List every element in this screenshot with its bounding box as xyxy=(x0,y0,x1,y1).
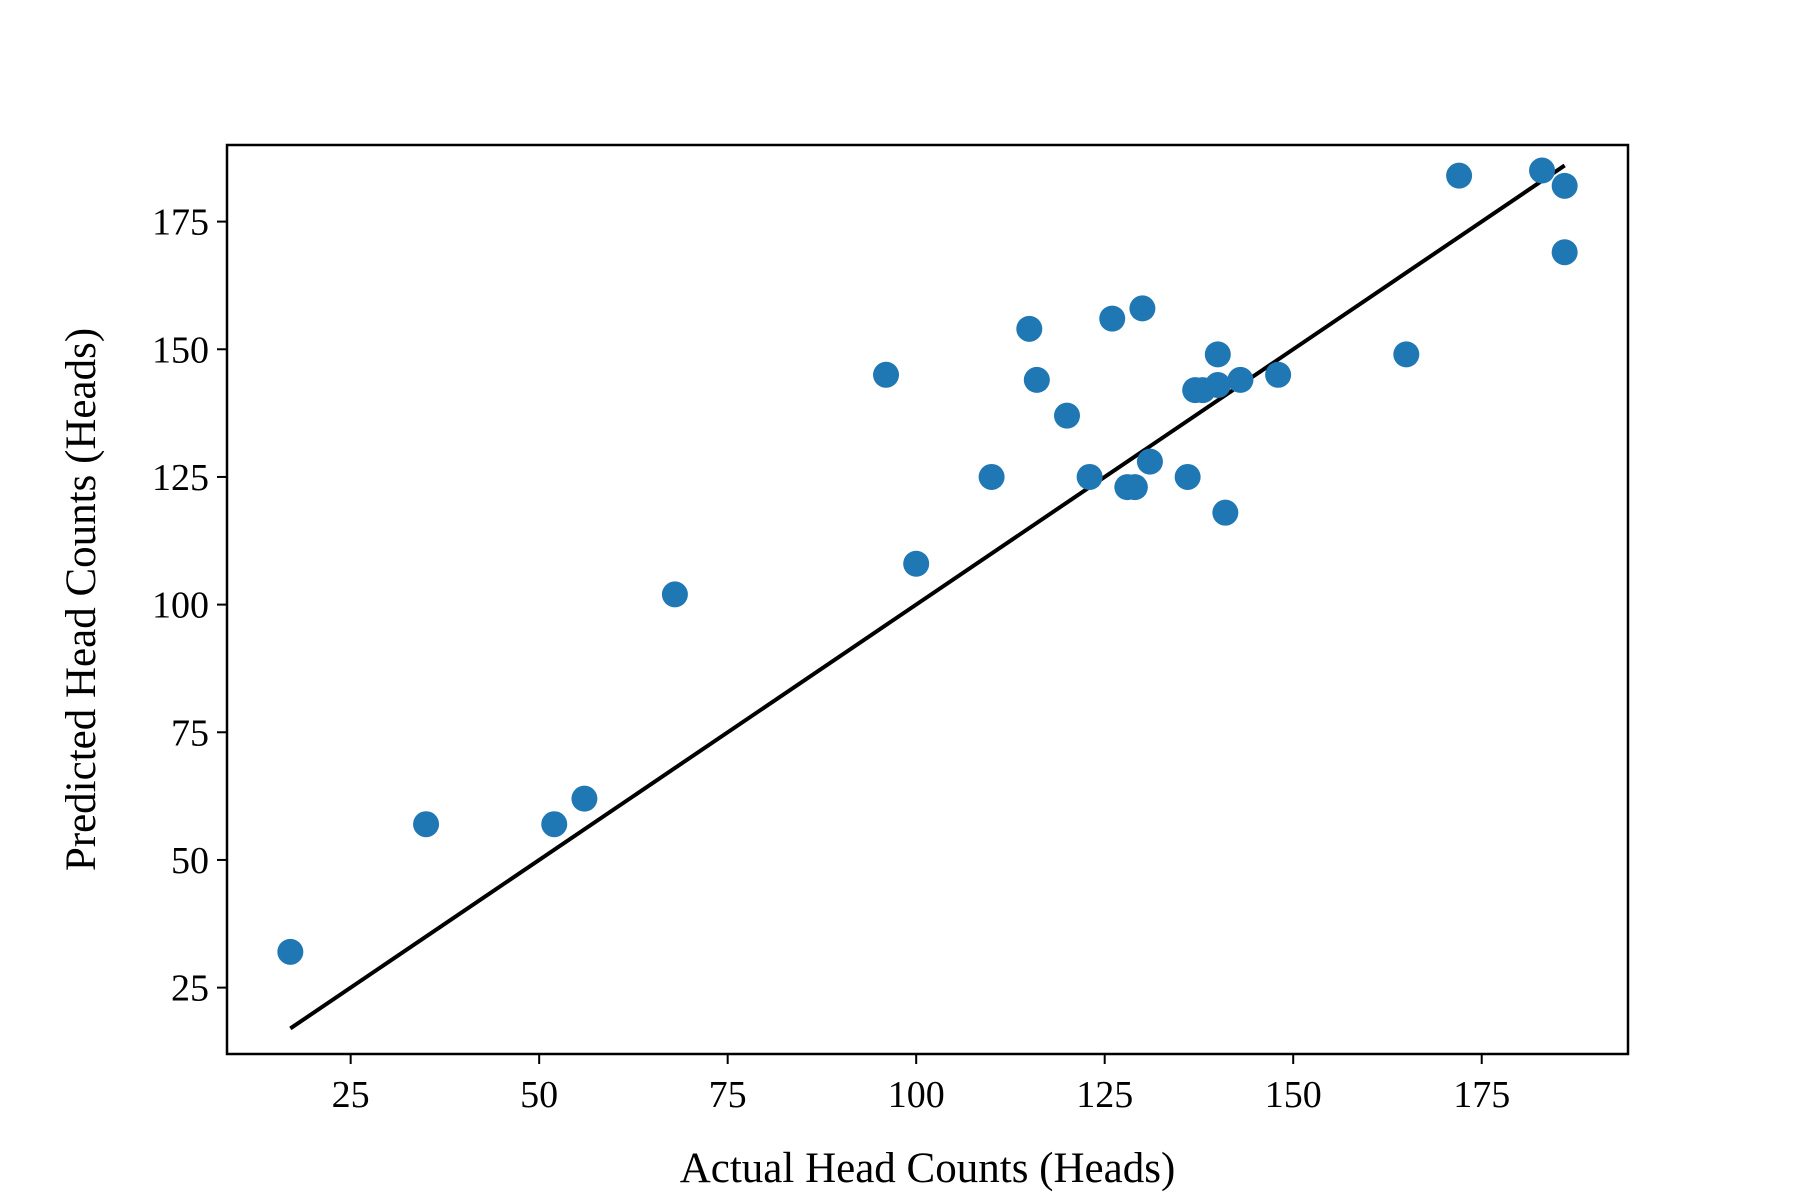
scatter-point xyxy=(1129,295,1156,322)
scatter-point xyxy=(1174,463,1201,490)
x-tick-label: 175 xyxy=(1453,1074,1510,1116)
scatter-point xyxy=(873,361,900,388)
y-tick-label: 50 xyxy=(171,840,209,882)
scatter-point xyxy=(978,463,1005,490)
plot-frame xyxy=(225,143,1630,1056)
scatter-point xyxy=(571,785,598,812)
y-tick-label: 75 xyxy=(171,712,209,754)
scatter-point xyxy=(1446,162,1473,189)
plot-marks xyxy=(277,157,1578,1031)
scatter-point xyxy=(1016,315,1043,342)
scatter-point xyxy=(1265,361,1292,388)
scatter-point xyxy=(1076,463,1103,490)
x-tick-label: 25 xyxy=(332,1074,370,1116)
scatter-point xyxy=(1227,366,1254,393)
scatter-point xyxy=(1212,499,1239,526)
x-tick-label: 75 xyxy=(709,1074,747,1116)
y-tick-label: 25 xyxy=(171,968,209,1010)
scatter-point xyxy=(1053,402,1080,429)
scatter-point xyxy=(903,550,930,577)
scatter-point xyxy=(541,811,568,838)
scatter-point xyxy=(1204,341,1231,368)
x-axis-label: Actual Head Counts (Heads) xyxy=(680,1145,1176,1192)
scatter-point xyxy=(1121,474,1148,501)
scatter-point xyxy=(277,938,304,965)
scatter-point xyxy=(1529,157,1556,184)
x-tick-label: 125 xyxy=(1076,1074,1133,1116)
scatter-point xyxy=(1023,366,1050,393)
y-tick-label: 175 xyxy=(152,202,209,244)
scatter-point xyxy=(1551,239,1578,266)
scatter-point xyxy=(1136,448,1163,475)
y-tick-label: 100 xyxy=(152,585,209,627)
scatter-point xyxy=(413,811,440,838)
axis-ticks: 25 50 75 100 125 150 175 25 50 75 100 125 150 175 xyxy=(152,202,1510,1116)
scatter-point xyxy=(1204,372,1231,399)
scatter-point xyxy=(661,581,688,608)
x-tick-label: 100 xyxy=(888,1074,945,1116)
scatter-point xyxy=(1551,172,1578,199)
y-axis-label: Predicted Head Counts (Heads) xyxy=(58,328,105,871)
scatter-point xyxy=(1393,341,1420,368)
scatter-point xyxy=(1099,305,1126,332)
fit-line xyxy=(289,163,1566,1031)
y-tick-label: 125 xyxy=(152,457,209,499)
x-tick-label: 50 xyxy=(520,1074,558,1116)
y-tick-label: 150 xyxy=(152,329,209,371)
x-tick-label: 150 xyxy=(1265,1074,1322,1116)
